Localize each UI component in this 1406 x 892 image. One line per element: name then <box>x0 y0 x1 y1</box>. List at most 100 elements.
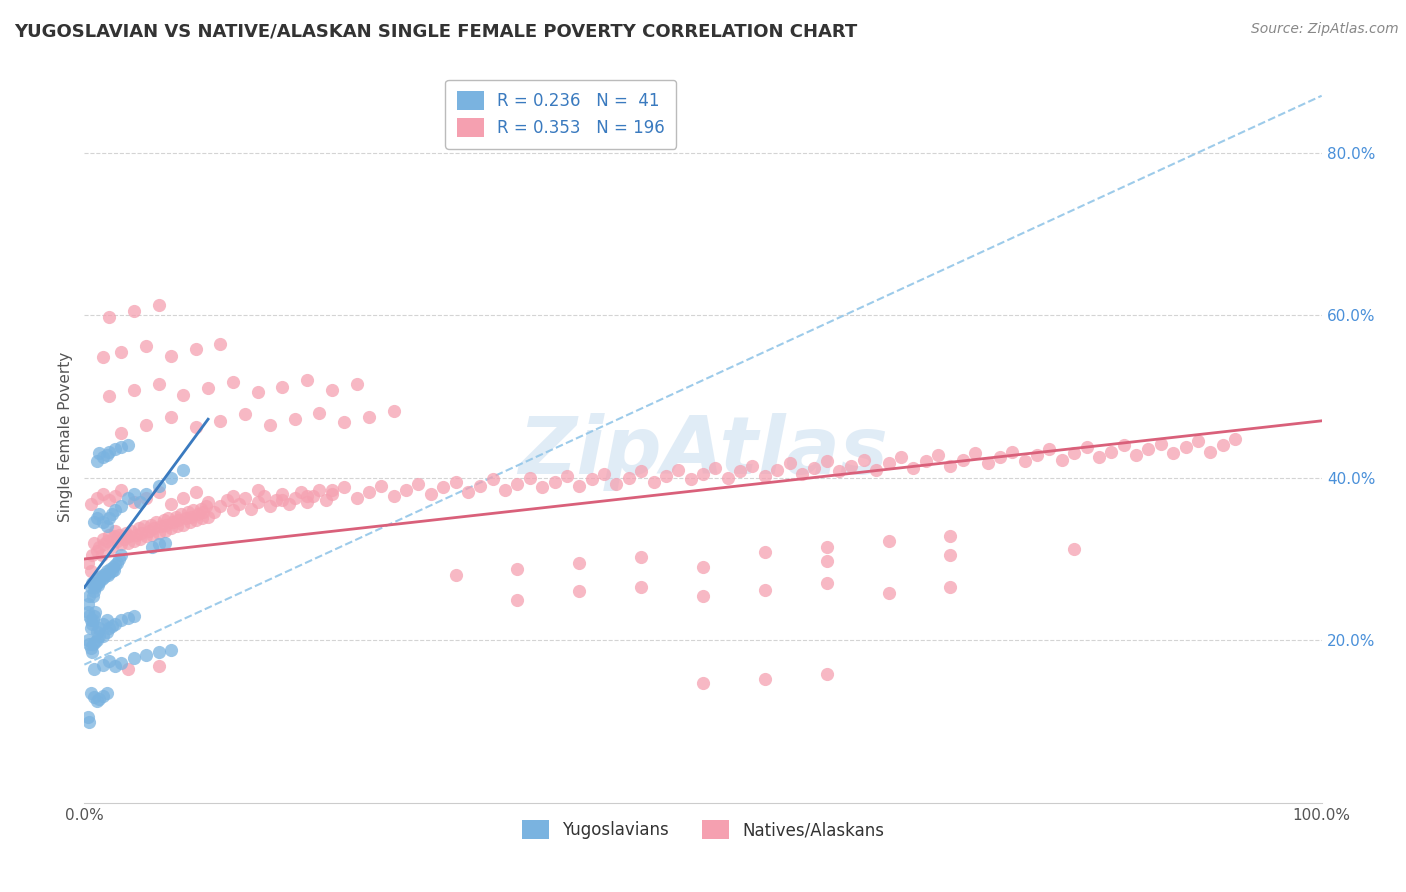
Point <box>408 477 430 491</box>
Point <box>104 617 127 632</box>
Point <box>83 576 105 591</box>
Point <box>357 409 380 424</box>
Point <box>122 487 145 501</box>
Point <box>692 589 714 603</box>
Point <box>87 578 110 592</box>
Point <box>215 493 238 508</box>
Point <box>927 448 949 462</box>
Point <box>271 380 294 394</box>
Point <box>104 442 127 457</box>
Point <box>160 409 183 424</box>
Point <box>754 469 776 483</box>
Point <box>89 691 111 706</box>
Point <box>174 511 197 525</box>
Point <box>89 621 111 635</box>
Point <box>86 572 108 586</box>
Point <box>110 483 132 497</box>
Point <box>98 389 121 403</box>
Point <box>754 545 776 559</box>
Point <box>110 656 132 670</box>
Point <box>160 497 183 511</box>
Point <box>153 535 176 549</box>
Point <box>877 586 900 600</box>
Point <box>1038 442 1060 457</box>
Point <box>89 540 111 554</box>
Point <box>333 416 356 430</box>
Point <box>91 629 114 643</box>
Point <box>91 351 114 365</box>
Point <box>1076 440 1098 454</box>
Point <box>89 629 111 643</box>
Point <box>148 377 170 392</box>
Point <box>184 513 207 527</box>
Point <box>160 471 183 485</box>
Point <box>779 456 801 470</box>
Point <box>555 469 578 483</box>
Point <box>82 613 104 627</box>
Point <box>965 446 987 460</box>
Point <box>295 489 318 503</box>
Point <box>754 673 776 687</box>
Point <box>815 667 838 681</box>
Point <box>120 524 142 538</box>
Point <box>135 648 157 662</box>
Point <box>692 675 714 690</box>
Point <box>290 485 312 500</box>
Point <box>104 489 127 503</box>
Point <box>77 633 100 648</box>
Point <box>122 304 145 318</box>
Point <box>939 548 962 562</box>
Point <box>110 344 132 359</box>
Point <box>852 453 875 467</box>
Point <box>222 503 245 517</box>
Point <box>1174 440 1197 454</box>
Point <box>117 662 139 676</box>
Point <box>315 493 337 508</box>
Point <box>91 689 114 703</box>
Point <box>83 690 105 705</box>
Point <box>141 517 163 532</box>
Point <box>91 516 114 530</box>
Point <box>1161 446 1184 460</box>
Y-axis label: Single Female Poverty: Single Female Poverty <box>58 352 73 522</box>
Point <box>172 517 194 532</box>
Point <box>222 489 245 503</box>
Point <box>264 493 287 508</box>
Point <box>148 526 170 541</box>
Point <box>197 509 219 524</box>
Point <box>110 499 132 513</box>
Point <box>110 425 132 440</box>
Point <box>277 497 299 511</box>
Point <box>1014 454 1036 468</box>
Point <box>79 497 101 511</box>
Point <box>194 499 217 513</box>
Point <box>86 625 108 640</box>
Point <box>104 558 127 573</box>
Point <box>184 420 207 434</box>
Point <box>184 343 207 357</box>
Point <box>145 516 167 530</box>
Point <box>172 491 194 505</box>
Point <box>259 499 281 513</box>
Point <box>135 417 157 432</box>
Point <box>815 540 838 554</box>
Point <box>84 635 107 649</box>
Point <box>89 446 111 460</box>
Point <box>155 517 177 532</box>
Point <box>96 613 118 627</box>
Point <box>197 381 219 395</box>
Point <box>506 562 529 576</box>
Point <box>105 534 128 549</box>
Point <box>581 472 603 486</box>
Point <box>105 556 128 570</box>
Point <box>1212 438 1234 452</box>
Point <box>877 534 900 549</box>
Point <box>117 610 139 624</box>
Point <box>1187 434 1209 449</box>
Point <box>98 527 121 541</box>
Point <box>308 406 330 420</box>
Point <box>86 633 108 648</box>
Point <box>1001 444 1024 458</box>
Point <box>209 336 232 351</box>
Point <box>96 625 118 640</box>
